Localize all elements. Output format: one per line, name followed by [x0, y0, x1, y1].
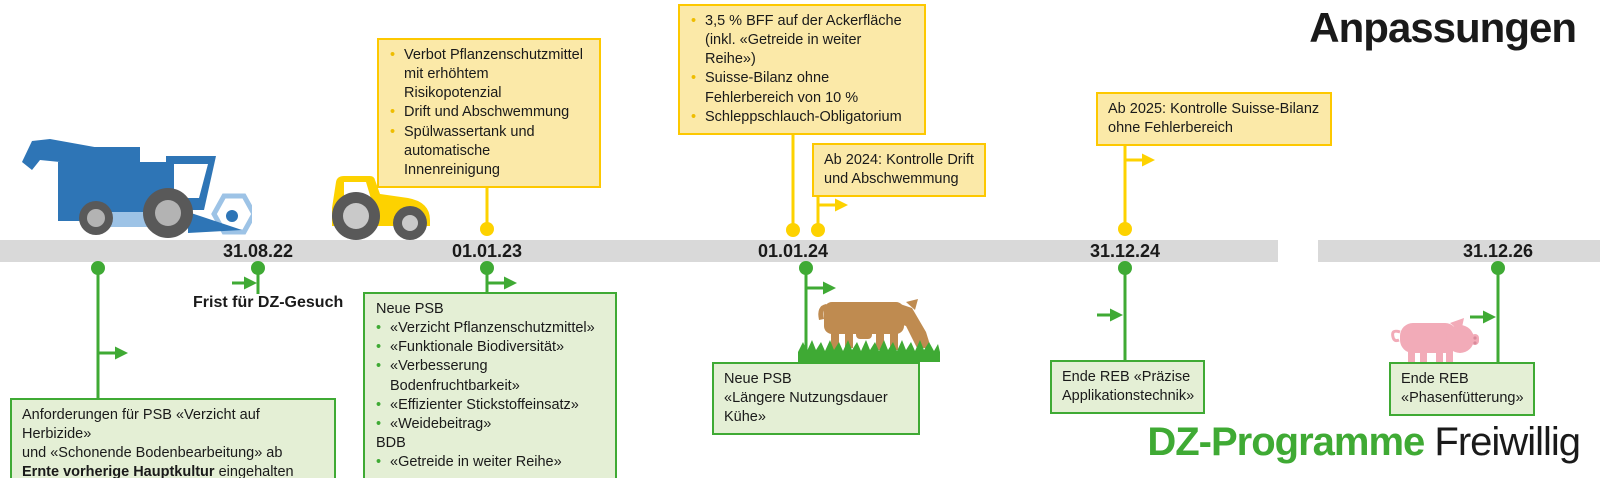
text-line: und «Schonende Bodenbearbeitung» ab — [22, 445, 283, 462]
connector-green-phasen — [1470, 261, 1505, 362]
list-item: «Effizienter Stickstoffeinsatz» — [375, 396, 605, 415]
connector-green-praezise — [1097, 261, 1132, 360]
connector-yellow-ab2025 — [1118, 142, 1155, 236]
text-line: «Längere Nutzungsdauer Kühe» — [724, 390, 888, 426]
box-verbot-psm: Verbot Pflanzenschutzmittel mit erhöhtem… — [377, 38, 601, 188]
box-bff: 3,5 % BFF auf der Ackerfläche (inkl. «Ge… — [678, 4, 926, 135]
timeline-bar-left — [0, 240, 1278, 262]
dz-programme-label: DZ-Programme — [1147, 420, 1425, 464]
list-item: Verbot Pflanzenschutzmittel mit erhöhtem… — [389, 46, 589, 103]
box-kuehe: Neue PSB «Längere Nutzungsdauer Kühe» — [712, 362, 920, 436]
timeline-date-31-12-24: 31.12.24 — [1089, 241, 1161, 261]
list-item: «Verbesserung Bodenfruchtbarkeit» — [375, 357, 605, 395]
combine-harvester-icon — [22, 139, 252, 238]
bold-text: Ernte vorherige Hauptkultur — [22, 464, 215, 478]
list-item: «Getreide in weiter Reihe» — [375, 453, 605, 472]
connector-green-neue-psb — [480, 261, 517, 292]
timeline-date-01-01-24: 01.01.24 — [757, 241, 829, 261]
timeline-bar-right — [1318, 240, 1600, 262]
box-phasen: Ende REB «Phasenfütterung» — [1389, 362, 1535, 417]
list-item: Drift und Abschwemmung — [389, 103, 589, 122]
freiwillig-label: Freiwillig — [1434, 420, 1581, 464]
text-line: Ende REB — [1401, 371, 1469, 387]
box-praezise: Ende REB «Präzise Applikationstechnik» — [1050, 360, 1205, 415]
text-line: Ernte vorherige Hauptkultur eingehalten — [22, 463, 324, 478]
footer-caption: DZ-Programme Freiwillig — [1147, 420, 1581, 465]
page-title: Anpassungen — [1309, 4, 1577, 51]
box-anforderungen: Anforderungen für PSB «Verzicht auf Herb… — [10, 398, 336, 478]
connector-green-frist — [232, 261, 265, 294]
list-item: Schleppschlauch-Obligatorium — [690, 108, 914, 127]
box-heading: BDB — [376, 434, 406, 451]
connector-green-kuehe — [799, 261, 836, 362]
text-line: Applikationstechnik» — [1062, 388, 1195, 405]
timeline-date-31-08-22: 31.08.22 — [222, 241, 294, 261]
tractor-icon — [332, 176, 430, 240]
frist-dz-gesuch-label: Frist für DZ-Gesuch — [193, 294, 344, 311]
list-item: «Verzicht Pflanzenschutzmittel» — [375, 319, 605, 338]
timeline-date-31-12-26: 31.12.26 — [1462, 241, 1534, 261]
list-item: «Funktionale Biodiversität» — [375, 338, 605, 357]
box-heading: Neue PSB — [376, 301, 444, 317]
list-item: Suisse-Bilanz ohne Fehlerbereich von 10 … — [690, 69, 914, 107]
box-ab2024: Ab 2024: Kontrolle Drift und Abschwemmun… — [812, 143, 986, 198]
pig-icon — [1391, 318, 1479, 363]
list-item: Spülwassertank und automatische Innenrei… — [389, 123, 589, 180]
connector-green-anforderungen — [91, 261, 128, 398]
box-neue-psb: Neue PSB «Verzicht Pflanzenschutzmittel»… — [363, 292, 617, 478]
text-line: Neue PSB — [724, 371, 792, 387]
cow-icon — [798, 299, 940, 362]
box-ab2025: Ab 2025: Kontrolle Suisse-Bilanz ohne Fe… — [1096, 92, 1332, 147]
timeline-date-01-01-23: 01.01.23 — [451, 241, 523, 261]
text-line: Anforderungen für PSB «Verzicht auf Herb… — [22, 407, 260, 443]
list-item: 3,5 % BFF auf der Ackerfläche (inkl. «Ge… — [690, 12, 914, 69]
connector-yellow-ab2024 — [811, 191, 848, 237]
plain-text: eingehalten — [214, 464, 294, 478]
text-line: «Phasenfütterung» — [1401, 390, 1524, 407]
text-line: Ende REB «Präzise — [1062, 369, 1191, 385]
list-item: «Weidebeitrag» — [375, 415, 605, 434]
